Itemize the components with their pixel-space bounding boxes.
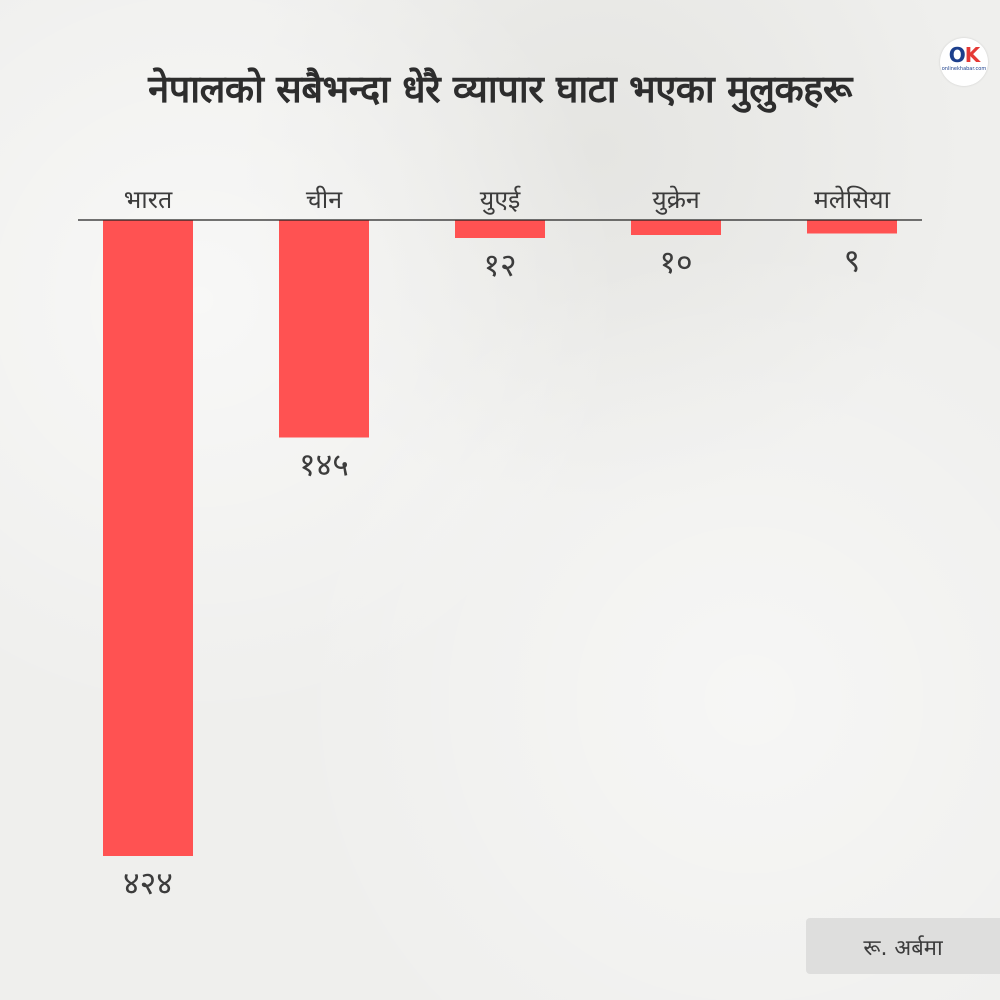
logo-tagline: onlinekhabar.com <box>941 66 987 72</box>
value-label-1: १४५ <box>299 446 349 484</box>
value-label-4: ९ <box>844 242 861 280</box>
value-label-0: ४२४ <box>123 864 173 902</box>
logo-letter-k: K <box>964 43 980 67</box>
category-label-3: युक्रेन <box>652 185 701 215</box>
bar-2 <box>455 220 545 238</box>
value-label-3: १० <box>659 243 692 281</box>
category-label-4: मलेसिया <box>814 185 891 214</box>
unit-note-box: रू. अर्बमा <box>806 918 1000 974</box>
bar-0 <box>103 220 193 856</box>
bar-1 <box>279 220 369 438</box>
chart-title: नेपालको सबैभन्दा धेरै व्यापार घाटा भएका … <box>148 67 852 111</box>
category-label-2: युएई <box>480 185 522 215</box>
onlinekhabar-logo[interactable]: OK onlinekhabar.com <box>940 38 988 86</box>
logo-letter-o: O <box>948 43 966 67</box>
value-label-2: १२ <box>483 246 516 284</box>
category-label-0: भारत <box>124 185 173 214</box>
bar-4 <box>807 220 897 234</box>
category-label-1: चीन <box>306 185 343 214</box>
bar-3 <box>631 220 721 235</box>
unit-note: रू. अर्बमा <box>863 936 943 961</box>
